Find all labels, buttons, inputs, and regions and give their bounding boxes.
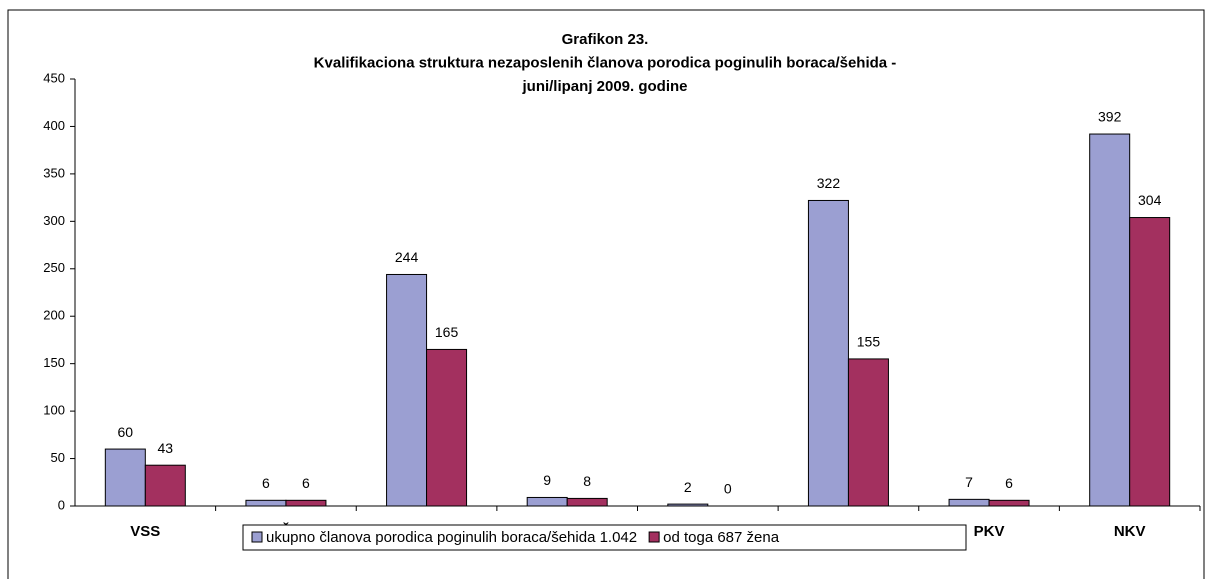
data-label: 165 bbox=[435, 324, 459, 340]
bar bbox=[807, 199, 849, 507]
data-label: 2 bbox=[684, 479, 692, 495]
data-label: 155 bbox=[857, 334, 881, 350]
data-label: 392 bbox=[1098, 109, 1122, 125]
bar bbox=[426, 348, 468, 507]
bar bbox=[1089, 133, 1131, 507]
y-tick-label: 400 bbox=[43, 118, 65, 133]
chart-title: Grafikon 23. bbox=[562, 31, 649, 48]
legend-label: od toga 687 žena bbox=[663, 529, 780, 546]
chart-frame bbox=[7, 9, 1205, 579]
data-label: 43 bbox=[158, 440, 174, 456]
y-tick-label: 100 bbox=[43, 403, 65, 418]
x-tick-label: NKV bbox=[1114, 523, 1146, 540]
legend-box bbox=[242, 524, 967, 551]
data-label: 8 bbox=[583, 473, 591, 489]
data-label: 6 bbox=[262, 475, 270, 491]
bar bbox=[1129, 217, 1171, 507]
chart-title: juni/lipanj 2009. godine bbox=[521, 78, 687, 95]
data-label: 244 bbox=[395, 249, 419, 265]
y-tick-label: 200 bbox=[43, 308, 65, 323]
bar bbox=[285, 499, 327, 507]
data-label: 9 bbox=[543, 472, 551, 488]
data-label: 7 bbox=[965, 474, 973, 490]
data-label: 60 bbox=[118, 424, 134, 440]
data-label: 322 bbox=[817, 175, 841, 191]
bar bbox=[667, 503, 709, 507]
legend-label: ukupno članova porodica poginulih boraca… bbox=[266, 529, 637, 546]
bar bbox=[104, 448, 146, 507]
y-tick-label: 0 bbox=[58, 497, 65, 512]
bar bbox=[144, 464, 186, 507]
bar bbox=[988, 499, 1030, 507]
data-label: 6 bbox=[302, 475, 310, 491]
bar bbox=[245, 499, 287, 507]
x-tick-label: VSS bbox=[130, 523, 160, 540]
bar bbox=[386, 273, 428, 507]
bar bbox=[526, 496, 568, 507]
data-label: 0 bbox=[724, 481, 732, 497]
y-tick-label: 450 bbox=[43, 70, 65, 85]
bar bbox=[948, 498, 990, 507]
y-tick-label: 350 bbox=[43, 165, 65, 180]
x-tick-label: PKV bbox=[974, 523, 1005, 540]
data-label: 6 bbox=[1005, 475, 1013, 491]
y-tick-label: 150 bbox=[43, 355, 65, 370]
y-tick-label: 50 bbox=[51, 450, 65, 465]
bar bbox=[847, 358, 889, 507]
chart-title: Kvalifikaciona struktura nezaposlenih čl… bbox=[314, 54, 897, 71]
legend-swatch bbox=[648, 531, 660, 543]
data-label: 304 bbox=[1138, 192, 1162, 208]
bar bbox=[566, 497, 608, 507]
y-tick-label: 250 bbox=[43, 260, 65, 275]
y-tick-label: 300 bbox=[43, 213, 65, 228]
legend-swatch bbox=[251, 531, 263, 543]
